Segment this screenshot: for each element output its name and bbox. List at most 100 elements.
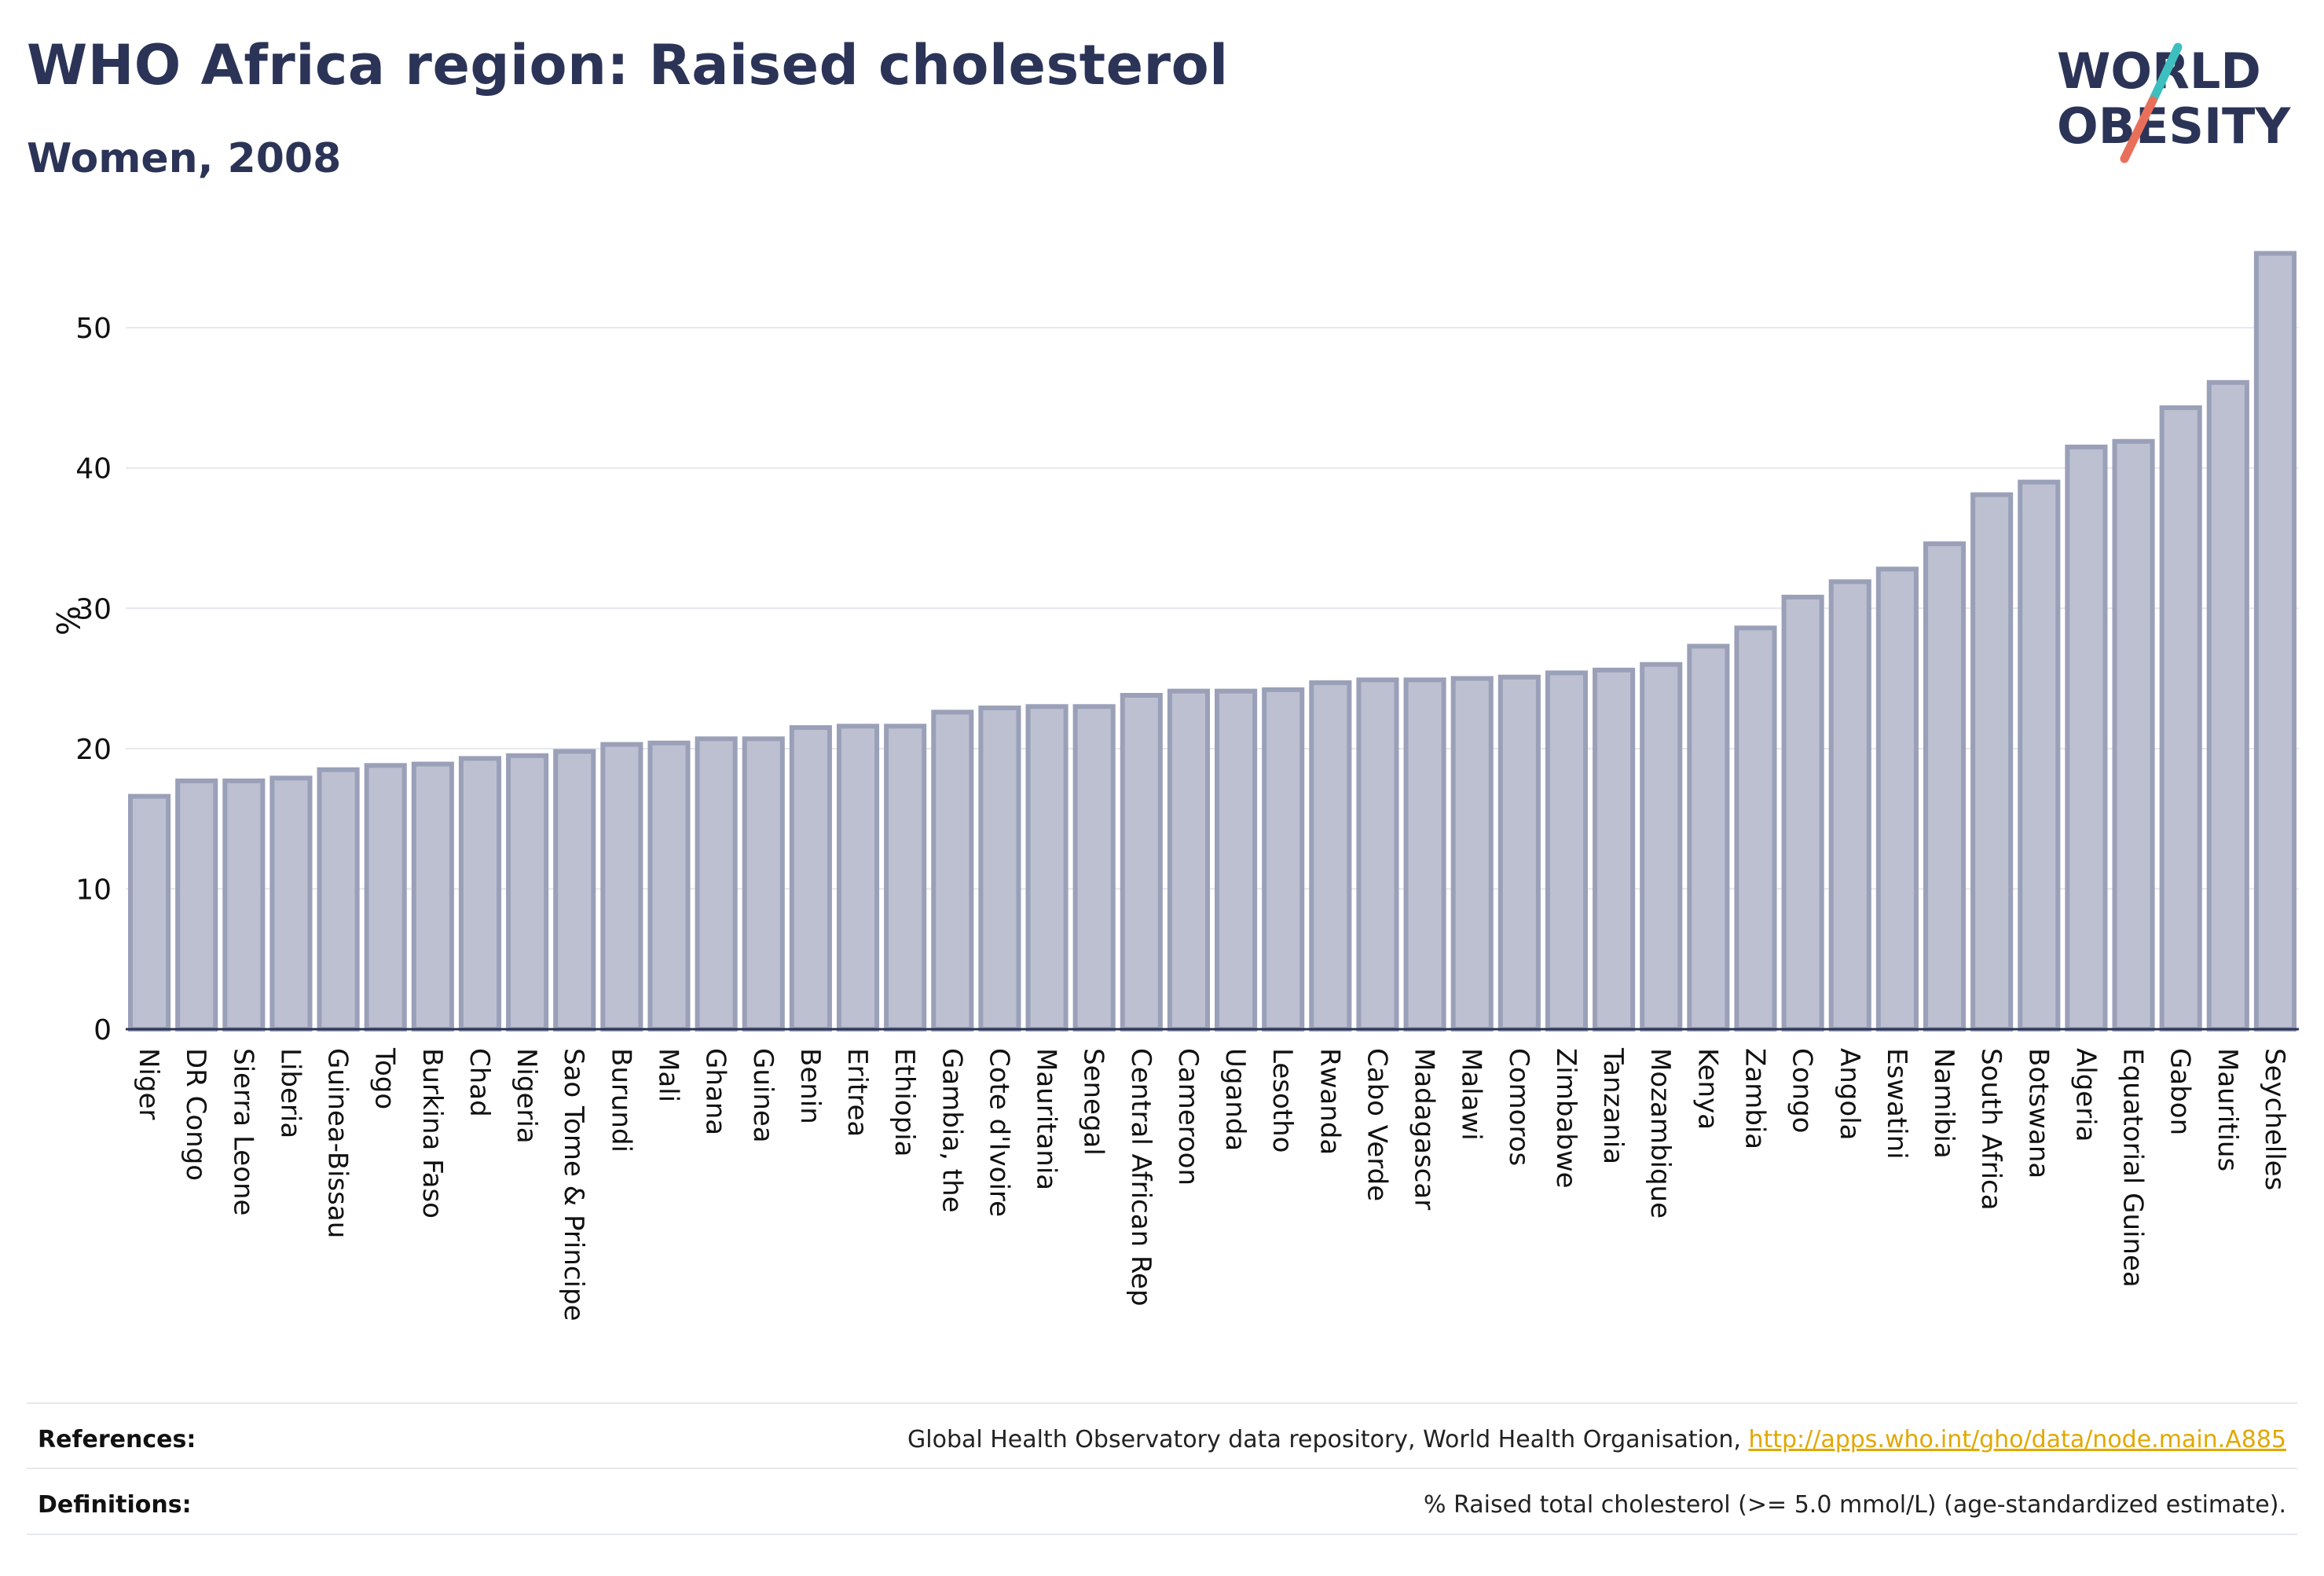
y-tick-label: 30 [75, 593, 112, 625]
x-tick-label: Angola [1834, 1048, 1865, 1140]
bar-namibia [1923, 541, 1967, 1032]
bar-uganda [1215, 688, 1258, 1032]
x-tick-label: Zimbabwe [1550, 1048, 1582, 1189]
references-label: References: [38, 1426, 196, 1453]
bar-burundi [600, 742, 643, 1032]
x-tick-label: Burkina Faso [416, 1048, 448, 1219]
x-tick-label: Kenya [1692, 1048, 1723, 1130]
x-tick-label: Togo [369, 1047, 401, 1109]
bar-zambia [1734, 625, 1777, 1032]
footer-divider-middle [27, 1468, 2297, 1469]
x-tick-label: Madagascar [1409, 1048, 1440, 1210]
x-tick-label: Cote d'Ivoire [983, 1048, 1014, 1217]
x-tick-label: Ghana [700, 1048, 731, 1135]
x-tick-label: Central African Rep [1125, 1048, 1157, 1307]
bar-equatorial-guinea [2112, 438, 2155, 1032]
x-tick-label: Nigeria [511, 1048, 542, 1144]
x-tick-label: Gambia, the [936, 1048, 967, 1213]
x-tick-label: Guinea-Bissau [322, 1048, 354, 1238]
bar-liberia [269, 775, 313, 1032]
x-tick-label: Mauritius [2212, 1048, 2243, 1171]
x-tick-label: DR Congo [180, 1048, 211, 1181]
bar-ghana [695, 736, 738, 1032]
bar-botswana [2018, 479, 2061, 1032]
footer-divider-bottom [27, 1534, 2297, 1535]
bar-mali [647, 740, 691, 1032]
bar-gambia-the [931, 709, 974, 1032]
bar-cameroon [1167, 688, 1210, 1032]
bar-south-africa [1970, 492, 2014, 1032]
x-tick-label: Eswatini [1881, 1048, 1912, 1160]
bar-sao-tome-principe [553, 749, 596, 1032]
x-tick-label: Sierra Leone [227, 1048, 258, 1215]
bar-senegal [1072, 704, 1116, 1032]
bar-nigeria [506, 753, 549, 1032]
bar-kenya [1687, 643, 1730, 1032]
bar-zimbabwe [1545, 670, 1589, 1032]
bar-eswatini [1875, 566, 1919, 1032]
x-tick-label: Seychelles [2259, 1048, 2290, 1190]
bar-seychelles [2253, 251, 2297, 1032]
definitions-label: Definitions: [38, 1491, 192, 1519]
footer-divider-top [27, 1402, 2297, 1404]
bar-central-african-rep [1120, 693, 1163, 1032]
logo-line2: OBESITY [2057, 97, 2291, 155]
x-tick-label: Algeria [2069, 1048, 2101, 1142]
x-tick-label: Gabon [2165, 1048, 2196, 1135]
bar-mauritania [1025, 704, 1069, 1032]
bar-burkina-faso [411, 761, 454, 1032]
bar-angola [1828, 579, 1871, 1032]
bar-chad [458, 756, 502, 1032]
bar-niger [128, 793, 171, 1032]
x-tick-label: Rwanda [1314, 1048, 1345, 1155]
x-tick-label: South Africa [1975, 1048, 2007, 1211]
x-tick-label: Congo [1787, 1048, 1818, 1133]
x-tick-label: Tanzania [1597, 1047, 1629, 1164]
bar-comoros [1497, 674, 1541, 1032]
bar-congo [1781, 595, 1824, 1032]
logo-slash-teal [2148, 42, 2183, 105]
x-tick-label: Ethiopia [889, 1048, 920, 1156]
x-tick-label: Burundi [605, 1048, 636, 1153]
x-tick-label: Equatorial Guinea [2117, 1048, 2149, 1288]
bar-mauritius [2206, 379, 2249, 1032]
y-tick-label: 20 [75, 734, 112, 766]
bar-eritrea [836, 724, 880, 1032]
bar-lesotho [1262, 687, 1305, 1032]
bar-cote-d-ivoire [978, 706, 1021, 1032]
bar-guinea [742, 736, 785, 1032]
bar-benin [789, 725, 832, 1032]
chart-subtitle: Women, 2008 [27, 135, 342, 182]
references-source: Global Health Observatory data repositor… [907, 1426, 1749, 1453]
references-text: Global Health Observatory data repositor… [907, 1426, 2286, 1453]
x-tick-label: Cameroon [1172, 1048, 1204, 1186]
x-tick-label: Eritrea [841, 1048, 873, 1137]
x-tick-label: Senegal [1078, 1048, 1109, 1156]
bar-cabo-verde [1356, 677, 1399, 1032]
chart-title: WHO Africa region: Raised cholesterol [27, 33, 1229, 97]
x-tick-label: Mauritania [1031, 1048, 1062, 1190]
bar-madagascar [1403, 677, 1446, 1032]
x-tick-label: Uganda [1219, 1048, 1251, 1151]
x-tick-label: Guinea [747, 1048, 779, 1143]
y-tick-labels: 0 10 20 30 40 50 [75, 313, 112, 1046]
y-tick-label: 0 [93, 1014, 112, 1046]
x-tick-label: Botswana [2022, 1048, 2054, 1178]
x-tick-label: Mozambique [1644, 1048, 1676, 1219]
bars [128, 251, 2297, 1032]
bar-rwanda [1309, 680, 1352, 1032]
bar-sierra-leone [222, 778, 266, 1032]
references-link[interactable]: http://apps.who.int/gho/data/node.main.A… [1748, 1426, 2286, 1453]
bar-ethiopia [884, 724, 927, 1032]
bar-malawi [1450, 676, 1494, 1032]
world-obesity-logo: WORLD OBESITY [2057, 42, 2291, 163]
x-tick-labels: Niger DR Congo Sierra Leone Liberia Guinea-B… [133, 1047, 2290, 1321]
x-tick-label: Chad [464, 1048, 495, 1117]
y-axis-label: % [49, 606, 85, 636]
x-tick-label: Sao Tome & Principe [558, 1048, 589, 1321]
bar-guinea-bissau [317, 767, 360, 1032]
x-tick-label: Zambia [1739, 1048, 1771, 1149]
definitions-text: % Raised total cholesterol (>= 5.0 mmol/… [1424, 1491, 2286, 1519]
x-tick-label: Liberia [274, 1048, 306, 1138]
bar-gabon [2159, 405, 2202, 1032]
